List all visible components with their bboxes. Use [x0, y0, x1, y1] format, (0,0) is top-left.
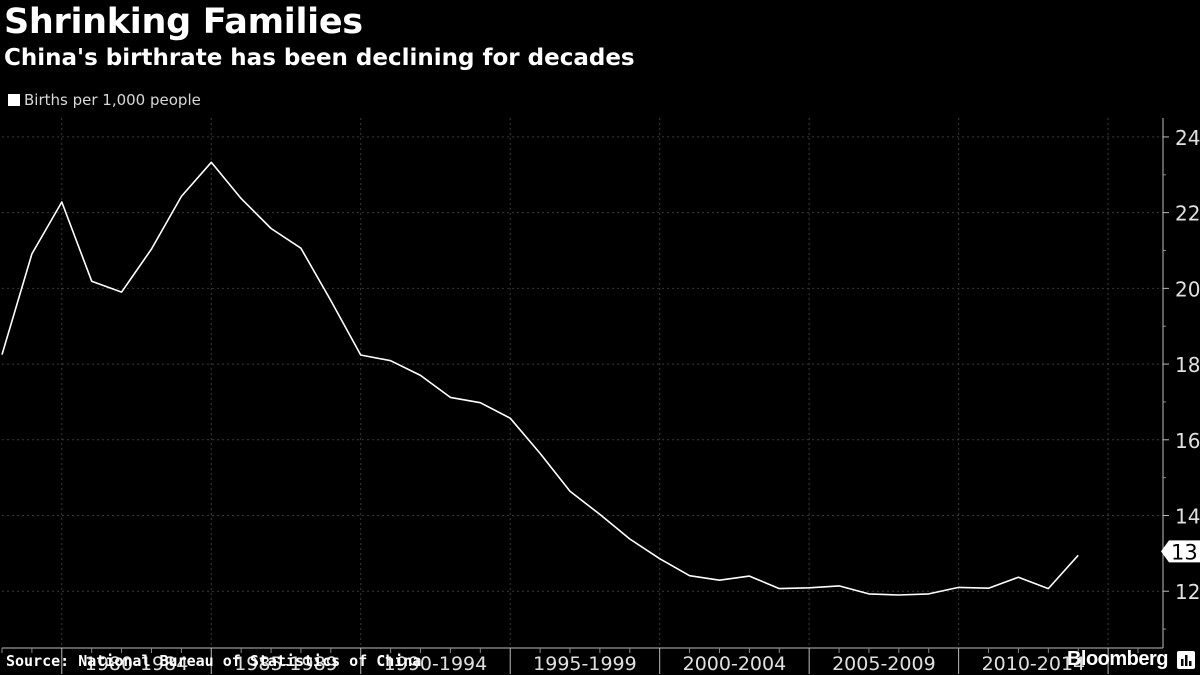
x-tick-label: 2010-2014 — [982, 653, 1086, 675]
y-tick-label: 20 — [1175, 277, 1200, 301]
last-value-label: 13 — [1171, 540, 1198, 564]
x-tick-label: 1985-1989 — [234, 653, 338, 675]
grid-layer — [2, 118, 1163, 648]
legend-label: Births per 1,000 people — [24, 91, 201, 109]
axis-layer: 12 14 16 18 20 22 24 1980-1984 1985-1989 1990-199… — [1, 118, 1200, 675]
y-tick-label: 18 — [1175, 353, 1200, 377]
legend-swatch — [8, 94, 20, 106]
last-value-flag — [1161, 540, 1200, 563]
series-line — [1, 161, 1079, 596]
y-tick-label: 14 — [1175, 505, 1200, 529]
chart-subtitle: China's birthrate has been declining for… — [4, 45, 635, 71]
legend: Births per 1,000 people — [8, 91, 201, 109]
bloomberg-chart-icon — [1177, 651, 1195, 669]
chart-title: Shrinking Families — [4, 2, 363, 42]
series-layer — [1, 161, 1079, 596]
y-tick-label: 16 — [1175, 429, 1200, 453]
y-tick-label: 22 — [1175, 202, 1200, 226]
x-tick-label: 2000-2004 — [683, 653, 787, 675]
y-tick-label: 24 — [1175, 126, 1200, 150]
x-tick-label: 2005-2009 — [832, 653, 936, 675]
x-tick-label: 1980-1984 — [85, 653, 189, 675]
x-tick-label: 1990-1994 — [384, 653, 488, 675]
source-note: Source: National Bureau of Statistics of… — [6, 652, 422, 670]
y-tick-label: 12 — [1175, 580, 1200, 604]
x-tick-label: 1995-1999 — [533, 653, 637, 675]
brand-logo: Bloomberg — [1066, 648, 1169, 670]
